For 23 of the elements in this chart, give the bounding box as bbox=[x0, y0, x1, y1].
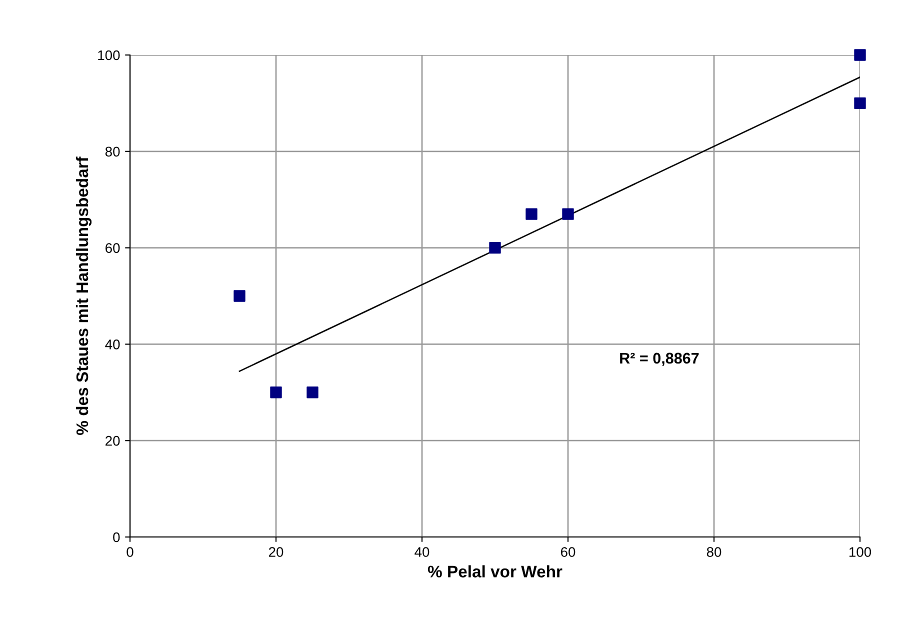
x-tick-label: 60 bbox=[560, 547, 576, 557]
y-tick-label: 20 bbox=[106, 436, 120, 446]
x-tick-label: 20 bbox=[268, 547, 284, 557]
point bbox=[526, 208, 538, 220]
y-tick-label: 0 bbox=[113, 532, 120, 542]
point bbox=[562, 208, 574, 220]
point bbox=[854, 97, 866, 110]
x-tick-label: 0 bbox=[126, 547, 134, 557]
y-tick-label: 40 bbox=[105, 340, 120, 350]
point bbox=[270, 386, 282, 398]
point bbox=[854, 49, 866, 61]
y-tick-label: 60 bbox=[106, 243, 120, 253]
annotation: R² = 0,8867 bbox=[620, 352, 699, 366]
y-tick-label: 80 bbox=[105, 146, 120, 157]
x-axis-title: % Pelal vor Wehr bbox=[428, 565, 562, 578]
y-axis-title: % des Staues mit Handlungsbedarf bbox=[76, 156, 92, 435]
point bbox=[234, 290, 246, 302]
x-tick-label: 100 bbox=[849, 547, 872, 557]
point bbox=[489, 242, 501, 254]
point bbox=[306, 386, 318, 398]
y-tick-label: 100 bbox=[98, 50, 120, 60]
x-tick-label: 40 bbox=[414, 547, 430, 557]
x-tick-label: 80 bbox=[706, 547, 722, 557]
